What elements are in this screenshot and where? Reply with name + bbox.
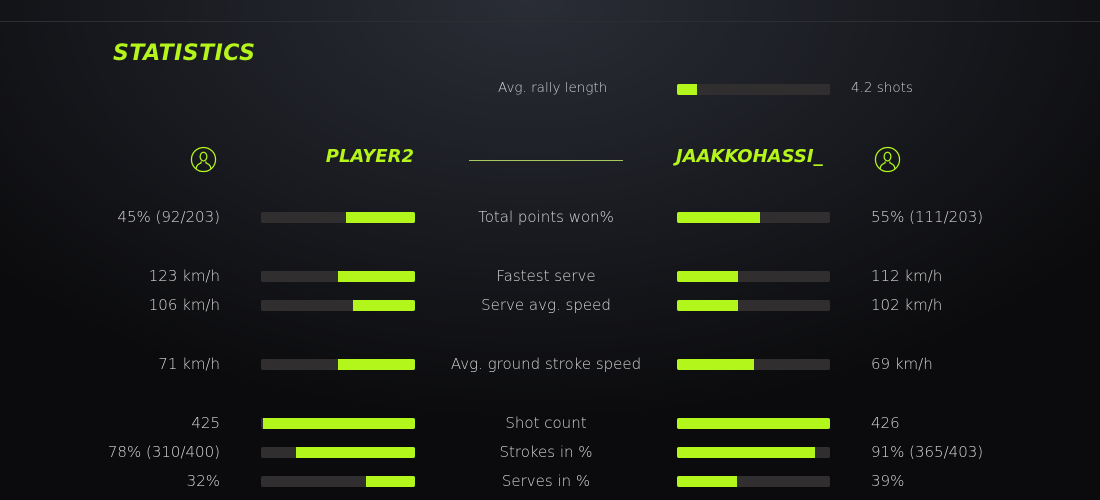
stat-right-bar bbox=[677, 359, 830, 370]
stat-right-bar-fill bbox=[677, 476, 737, 487]
stat-label: Strokes in % bbox=[499, 443, 593, 461]
stat-right-value: 39% bbox=[871, 472, 905, 490]
stat-left-bar bbox=[261, 447, 415, 458]
stat-label: Serve avg. speed bbox=[481, 296, 611, 314]
stat-right-bar bbox=[677, 271, 830, 282]
stat-right-bar-fill bbox=[677, 359, 754, 370]
stat-label: Total points won% bbox=[478, 208, 614, 226]
player-left-name: PLAYER2 bbox=[325, 146, 414, 167]
stat-left-bar-fill bbox=[262, 418, 415, 429]
stat-left-bar-fill bbox=[365, 476, 415, 487]
user-circle-icon bbox=[874, 146, 901, 173]
stat-label: Avg. ground stroke speed bbox=[450, 355, 642, 373]
stat-left-bar-fill bbox=[296, 447, 415, 458]
rally-value: 4.2 shots bbox=[851, 80, 913, 96]
stat-right-value: 69 km/h bbox=[871, 355, 933, 373]
stat-right-value: 55% (111/203) bbox=[871, 208, 984, 226]
stat-right-bar bbox=[677, 300, 830, 311]
stat-left-bar-fill bbox=[338, 271, 415, 282]
user-circle-icon bbox=[190, 146, 217, 173]
stat-left-bar-fill bbox=[338, 359, 415, 370]
stat-right-value: 426 bbox=[871, 414, 900, 432]
stat-left-value: 32% bbox=[186, 472, 220, 490]
stat-label: Shot count bbox=[505, 414, 587, 432]
stat-right-value: 112 km/h bbox=[871, 267, 943, 285]
stat-right-bar-fill bbox=[677, 300, 739, 311]
stat-left-bar bbox=[261, 418, 415, 429]
stat-right-bar-fill bbox=[677, 271, 739, 282]
stat-right-value: 102 km/h bbox=[871, 296, 943, 314]
stat-label: Fastest serve bbox=[496, 267, 596, 285]
stat-label: Serves in % bbox=[501, 472, 591, 490]
stat-right-bar bbox=[677, 447, 830, 458]
stat-right-value: 91% (365/403) bbox=[871, 443, 984, 461]
stat-left-bar bbox=[261, 476, 415, 487]
stat-left-value: 78% (310/400) bbox=[107, 443, 220, 461]
stat-left-value: 71 km/h bbox=[158, 355, 220, 373]
stat-left-bar-fill bbox=[353, 300, 415, 311]
stat-left-bar bbox=[261, 212, 415, 223]
stat-right-bar-fill bbox=[677, 447, 815, 458]
stat-left-value: 123 km/h bbox=[148, 267, 220, 285]
player-right-name: JAAKKOHASSI_ bbox=[676, 146, 823, 167]
stat-left-bar bbox=[261, 359, 415, 370]
stat-right-bar bbox=[677, 418, 830, 429]
stat-left-bar bbox=[261, 271, 415, 282]
header-divider bbox=[469, 160, 623, 161]
stat-right-bar bbox=[677, 476, 830, 487]
stat-left-bar-fill bbox=[345, 212, 415, 223]
rally-bar bbox=[677, 84, 830, 95]
rally-label: Avg. rally length bbox=[498, 80, 608, 96]
stat-right-bar bbox=[677, 212, 830, 223]
stat-left-value: 45% (92/203) bbox=[117, 208, 220, 226]
stat-left-value: 106 km/h bbox=[148, 296, 220, 314]
stat-right-bar-fill bbox=[677, 212, 760, 223]
stat-right-bar-fill bbox=[677, 418, 830, 429]
stat-left-value: 425 bbox=[191, 414, 220, 432]
page-title: STATISTICS bbox=[113, 41, 256, 66]
stat-left-bar bbox=[261, 300, 415, 311]
top-divider bbox=[0, 21, 1100, 22]
rally-bar-fill bbox=[677, 84, 697, 95]
